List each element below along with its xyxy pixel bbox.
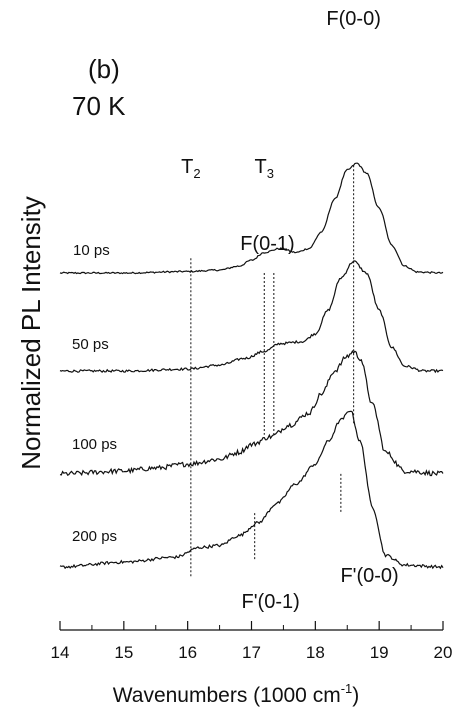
annotation-label-sub-0: 2 (193, 166, 200, 181)
panel-label: (b) (88, 54, 120, 84)
x-tick-label-3: 17 (242, 643, 261, 662)
annotation-lines (190, 165, 355, 577)
x-tick-label-4: 18 (306, 643, 325, 662)
x-axis-label-end: ) (352, 684, 359, 707)
annotation-label-4: F'(0-1) (242, 591, 300, 613)
annotation-labels: T2 T3F(0-1)F(0-0)F'(0-1)F'(0-0) (181, 8, 399, 613)
annotation-label-5: F'(0-0) (340, 565, 398, 587)
annotation-label-main-1: T (255, 156, 267, 178)
annotation-label-main-4: F'(0-1) (242, 591, 300, 613)
annotation-label-2: F(0-1) (240, 233, 294, 255)
annotation-label-main-0: T (181, 156, 193, 178)
annotation-label-sub-1: 3 (267, 166, 274, 181)
series-line-0 (59, 162, 444, 275)
x-tick-labels: 14 15 16 17 18 19 20 (51, 643, 453, 662)
annotation-label-main-3: F(0-0) (326, 8, 380, 30)
x-axis-label-sup: -1 (341, 681, 353, 696)
series-label-3: 200 ps (72, 528, 117, 545)
x-tick-label-6: 20 (434, 643, 453, 662)
annotation-label-0: T2 (181, 156, 200, 181)
series-label-1: 50 ps (72, 336, 109, 353)
y-axis-label: Normalized PL Intensity (16, 196, 46, 470)
series-line-1 (59, 260, 444, 374)
series-labels: 10 ps 50 ps 100 ps 200 ps (72, 242, 117, 545)
x-ticks (59, 621, 444, 630)
annotation-label-3: F(0-0) (326, 8, 380, 30)
x-axis-label: Wavenumbers (1000 cm-1) (113, 681, 360, 707)
annotation-label-main-2: F(0-1) (240, 233, 294, 255)
x-tick-label-5: 19 (370, 643, 389, 662)
series-line-3 (59, 410, 444, 570)
x-tick-label-2: 16 (178, 643, 197, 662)
series-layer (59, 162, 444, 570)
annotation-label-main-5: F'(0-0) (340, 565, 398, 587)
series-line-2 (59, 350, 444, 477)
x-tick-label-1: 15 (114, 643, 133, 662)
x-axis-label-main: Wavenumbers (1000 cm (113, 684, 341, 707)
x-tick-label-0: 14 (51, 643, 70, 662)
series-label-0: 10 ps (73, 242, 110, 259)
temperature-label: 70 K (72, 91, 126, 121)
series-label-2: 100 ps (72, 436, 117, 453)
annotation-label-1: T3 (255, 156, 274, 181)
